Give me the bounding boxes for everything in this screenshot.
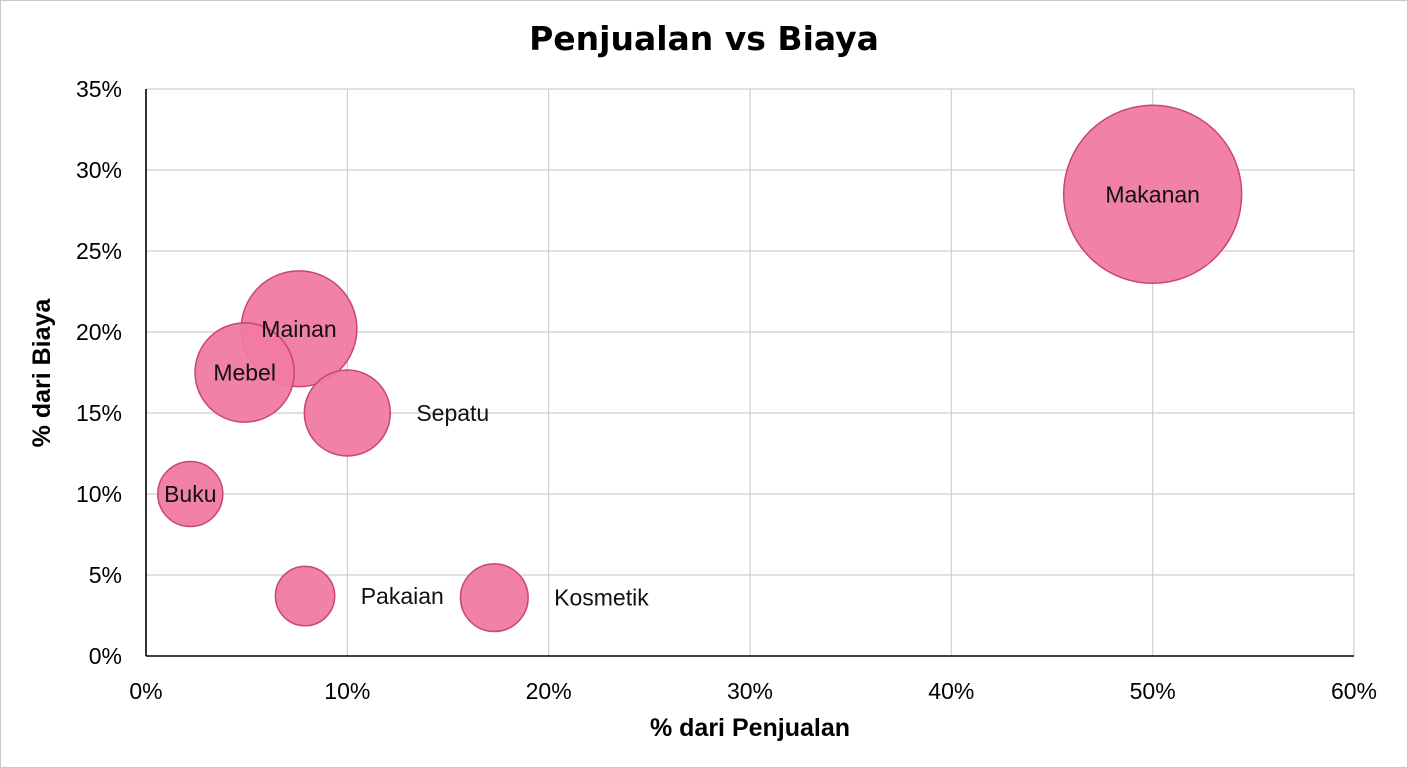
bubble-label-pakaian: Pakaian xyxy=(361,583,444,609)
bubble-sepatu xyxy=(303,369,392,457)
axes xyxy=(145,89,1354,657)
x-tick-label: 30% xyxy=(727,678,773,704)
y-tick-label: 15% xyxy=(76,400,122,426)
y-tick-label: 35% xyxy=(76,76,122,102)
y-tick-label: 5% xyxy=(89,562,122,588)
x-axis-title: % dari Penjualan xyxy=(650,714,850,742)
bubbles xyxy=(157,104,1243,633)
x-tick-label: 0% xyxy=(129,678,162,704)
bubble-label-kosmetik: Kosmetik xyxy=(554,585,649,611)
chart-title: Penjualan vs Biaya xyxy=(529,19,879,58)
y-axis-title: % dari Biaya xyxy=(28,298,56,448)
bubble-mebel xyxy=(194,322,296,423)
x-tick-label: 50% xyxy=(1130,678,1176,704)
bubble-kosmetik xyxy=(459,563,529,633)
y-tick-label: 30% xyxy=(76,157,122,183)
bubble-pakaian xyxy=(274,565,336,627)
y-tick-label: 0% xyxy=(89,643,122,669)
bubble-label-mebel: Mebel xyxy=(213,360,276,386)
y-tick-label: 25% xyxy=(76,238,122,264)
x-tick-label: 40% xyxy=(928,678,974,704)
y-tick-label: 20% xyxy=(76,319,122,345)
bubble-makanan xyxy=(1062,104,1243,285)
x-tick-label: 20% xyxy=(526,678,572,704)
bubble-label-buku: Buku xyxy=(164,481,216,507)
x-tick-label: 10% xyxy=(324,678,370,704)
x-tick-label: 60% xyxy=(1331,678,1377,704)
bubble-buku xyxy=(157,460,224,528)
bubble-labels: Makanan Mainan Mebel Sepatu Buku Pakaian Kosme… xyxy=(164,181,1200,610)
y-tick-label: 10% xyxy=(76,481,122,507)
bubble-label-sepatu: Sepatu xyxy=(416,400,489,426)
bubble-label-makanan: Makanan xyxy=(1105,181,1200,207)
bubble-label-mainan: Mainan xyxy=(261,316,336,342)
tick-labels: 0% 10% 20% 30% 40% 50% 60% 0% 5% 10% 15% 20% 25% 30% 3… xyxy=(76,76,1377,704)
